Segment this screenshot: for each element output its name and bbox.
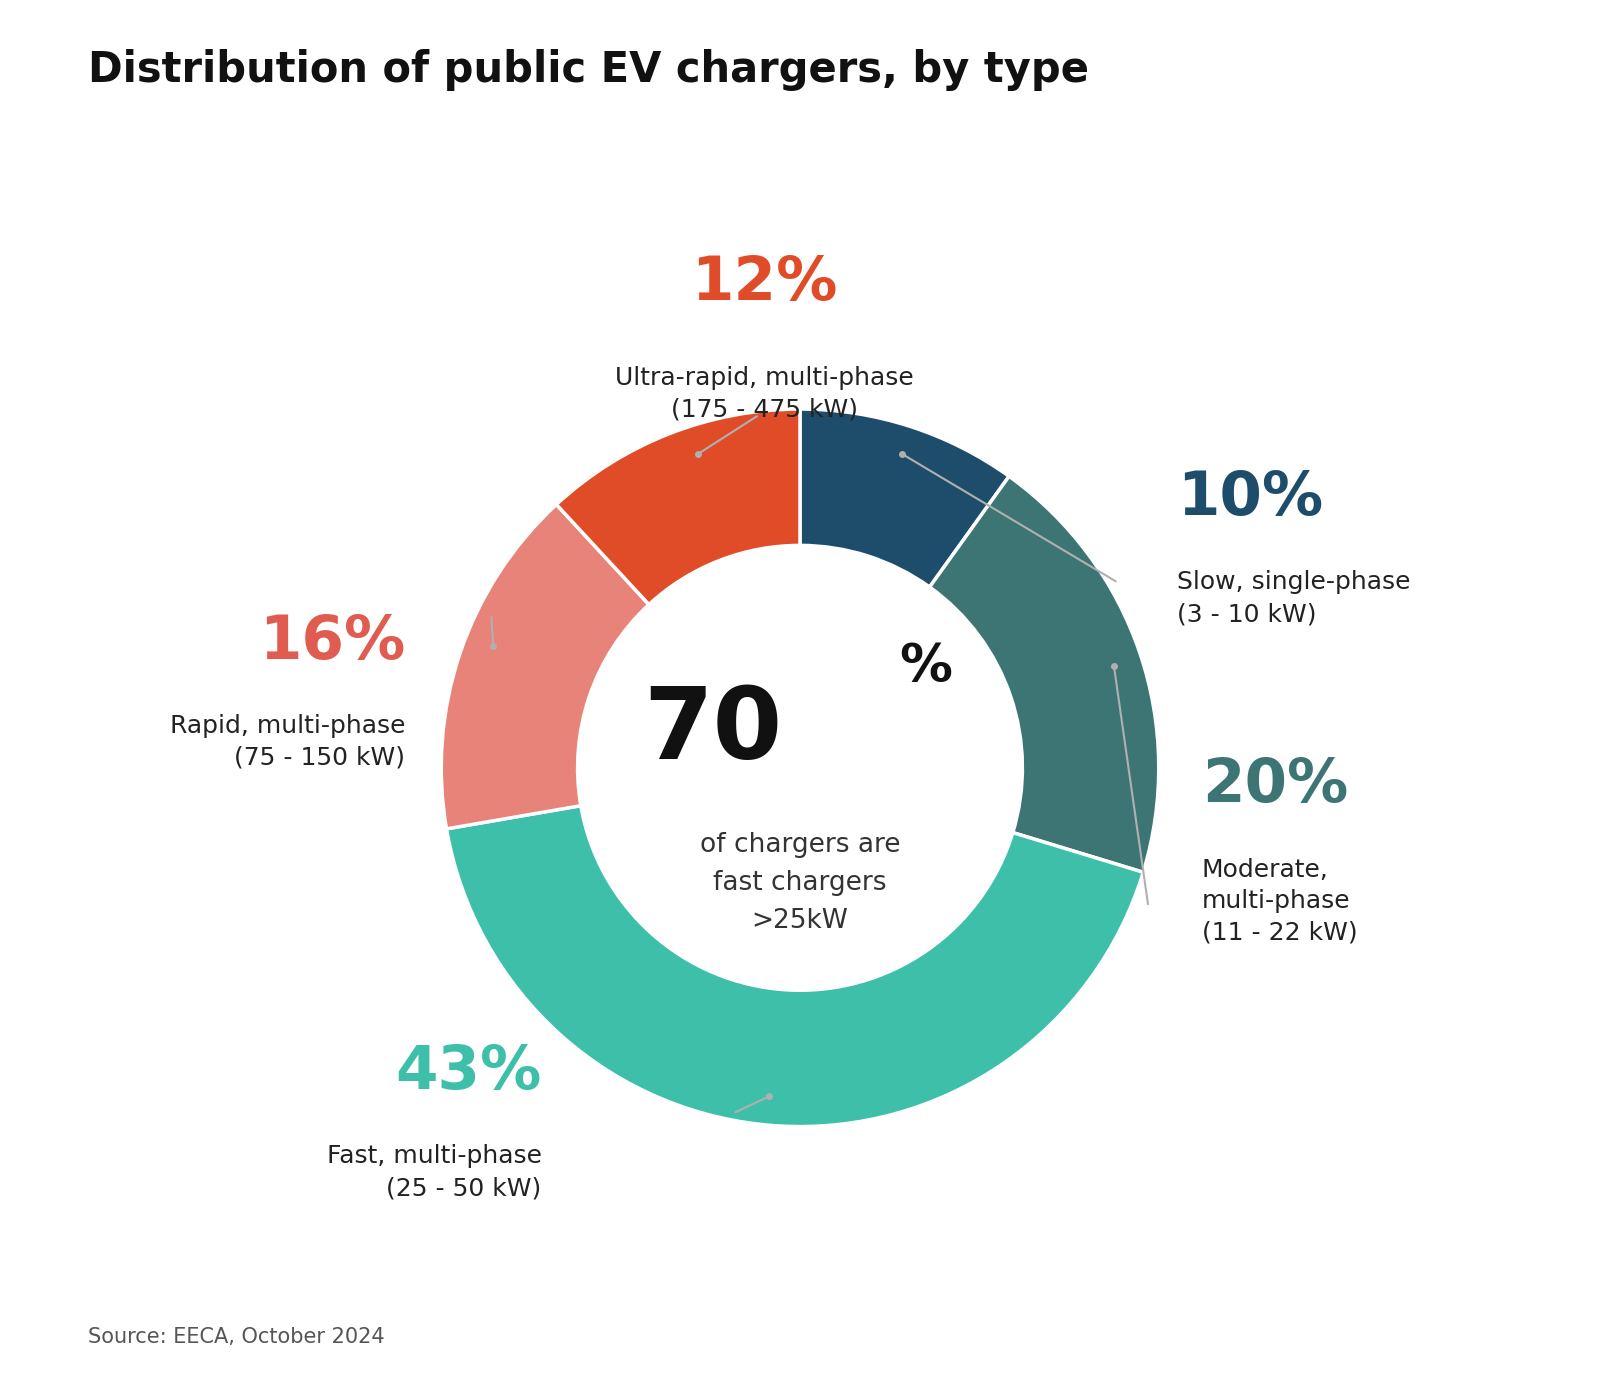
Text: Rapid, multi-phase
(75 - 150 kW): Rapid, multi-phase (75 - 150 kW)	[170, 714, 405, 770]
Text: Ultra-rapid, multi-phase
(175 - 475 kW): Ultra-rapid, multi-phase (175 - 475 kW)	[614, 365, 914, 421]
Wedge shape	[446, 805, 1144, 1127]
Text: 12%: 12%	[691, 253, 837, 314]
Text: Source: EECA, October 2024: Source: EECA, October 2024	[88, 1327, 384, 1347]
Wedge shape	[557, 409, 800, 605]
Text: 43%: 43%	[395, 1043, 542, 1102]
Text: 16%: 16%	[259, 613, 405, 672]
Text: Moderate,
multi-phase
(11 - 22 kW): Moderate, multi-phase (11 - 22 kW)	[1202, 857, 1357, 945]
Text: Fast, multi-phase
(25 - 50 kW): Fast, multi-phase (25 - 50 kW)	[326, 1145, 542, 1200]
Text: %: %	[899, 641, 952, 693]
Wedge shape	[930, 476, 1158, 872]
Text: of chargers are
fast chargers
>25kW: of chargers are fast chargers >25kW	[699, 833, 901, 934]
Text: Slow, single-phase
(3 - 10 kW): Slow, single-phase (3 - 10 kW)	[1176, 571, 1410, 626]
Wedge shape	[800, 409, 1010, 587]
Wedge shape	[442, 504, 650, 829]
Text: 70: 70	[643, 683, 782, 780]
Text: 10%: 10%	[1176, 469, 1323, 528]
Text: Distribution of public EV chargers, by type: Distribution of public EV chargers, by t…	[88, 49, 1090, 91]
Text: 20%: 20%	[1202, 756, 1349, 815]
